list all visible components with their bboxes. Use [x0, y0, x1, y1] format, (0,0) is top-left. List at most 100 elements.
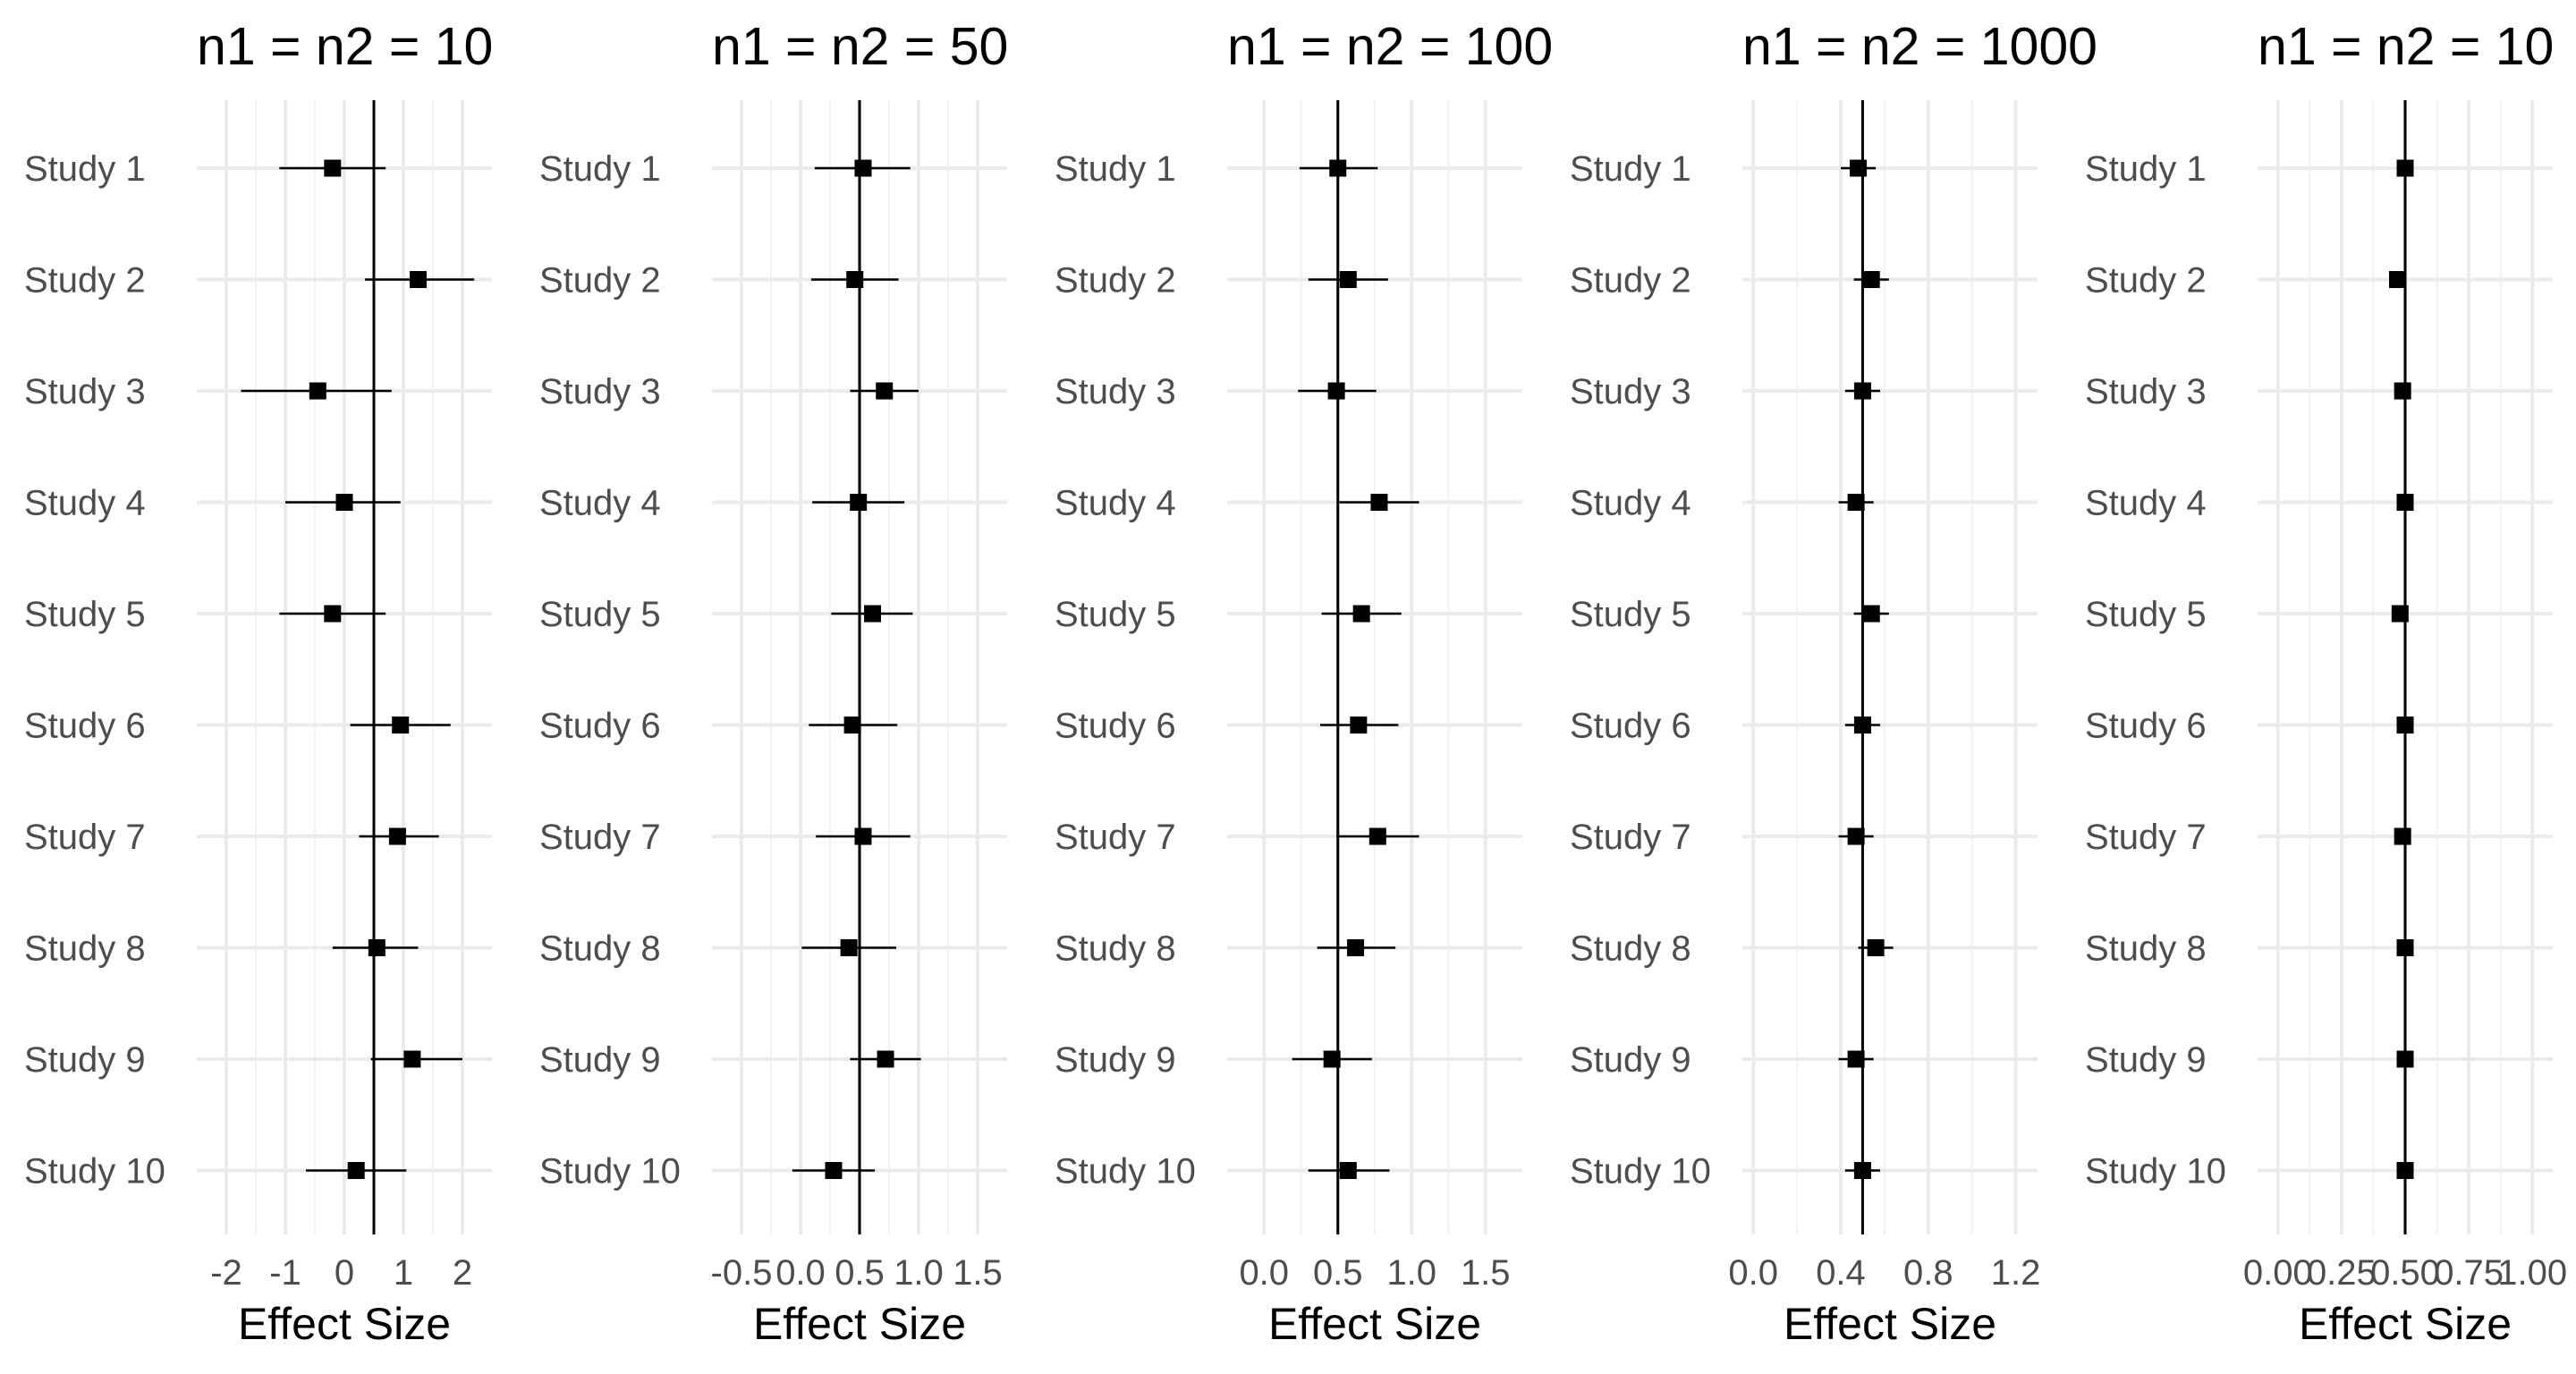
point-estimate — [1327, 382, 1345, 400]
x-tick-label: 0.5 — [1313, 1253, 1363, 1293]
study-label: Study 4 — [539, 484, 661, 523]
point-estimate — [1847, 1050, 1865, 1068]
point-estimate — [335, 494, 353, 511]
study-label: Study 9 — [24, 1040, 146, 1080]
point-estimate — [1853, 717, 1871, 734]
point-estimate — [1862, 605, 1880, 623]
study-label: Study 9 — [539, 1040, 661, 1080]
study-label: Study 5 — [24, 595, 146, 634]
study-label: Study 3 — [2085, 372, 2207, 411]
point-estimate — [1867, 939, 1885, 956]
study-label: Study 3 — [24, 372, 146, 411]
study-label: Study 6 — [1570, 707, 1691, 746]
study-label: Study 6 — [2085, 707, 2207, 746]
x-tick-label: 0 — [335, 1253, 354, 1293]
point-estimate — [850, 494, 868, 511]
study-label: Study 7 — [2085, 818, 2207, 857]
study-label: Study 5 — [539, 595, 661, 634]
forest-panel-3: n1 = n2 = 100 Study 1 Study 2 Study 3 Study … — [1055, 17, 1553, 1349]
point-estimate — [2396, 717, 2414, 734]
point-estimate — [410, 271, 427, 288]
study-label: Study 6 — [1055, 707, 1176, 746]
study-label: Study 8 — [2085, 929, 2207, 969]
point-estimate — [324, 159, 342, 177]
x-tick-label: 0.8 — [1903, 1253, 1953, 1293]
point-estimate — [2396, 1162, 2414, 1179]
forest-panel-1: n1 = n2 = 10 Study 1 Study 2 Study 3 Study 4… — [24, 17, 493, 1349]
point-estimate — [1347, 939, 1365, 956]
study-label: Study 2 — [2085, 261, 2207, 301]
point-estimate — [1339, 271, 1357, 288]
x-tick-label: 1.0 — [894, 1253, 944, 1293]
point-estimate — [368, 939, 386, 956]
point-estimate — [864, 605, 882, 623]
study-label: Study 9 — [2085, 1040, 2207, 1080]
study-label: Study 6 — [539, 707, 661, 746]
x-axis-title: Effect Size — [2299, 1299, 2512, 1349]
point-estimate — [1847, 827, 1865, 845]
point-estimate — [347, 1162, 365, 1179]
panel-title: n1 = n2 = 50 — [712, 17, 1008, 76]
study-label: Study 1 — [1055, 149, 1176, 189]
panel-title: n1 = n2 = 1000 — [1742, 17, 2097, 76]
x-tick-label: 1.5 — [1461, 1253, 1511, 1293]
study-label: Study 3 — [539, 372, 661, 411]
forest-panel-2: n1 = n2 = 50 Study 1 Study 2 Study 3 Study 4… — [539, 17, 1008, 1349]
x-tick-label: 1.00 — [2497, 1253, 2567, 1293]
point-estimate — [324, 605, 342, 623]
study-label: Study 8 — [24, 929, 146, 969]
panel-title: n1 = n2 = 100 — [1227, 17, 1553, 76]
study-label: Study 7 — [24, 818, 146, 857]
study-label: Study 10 — [24, 1152, 165, 1192]
study-label: Study 5 — [2085, 595, 2207, 634]
x-axis-title: Effect Size — [238, 1299, 451, 1349]
point-estimate — [843, 717, 861, 734]
study-label: Study 7 — [1570, 818, 1691, 857]
point-estimate — [1329, 159, 1347, 177]
x-tick-label: -2 — [210, 1253, 242, 1293]
point-estimate — [876, 382, 894, 400]
x-tick-label: -0.5 — [711, 1253, 773, 1293]
study-label: Study 4 — [1055, 484, 1176, 523]
point-estimate — [1352, 605, 1370, 623]
point-estimate — [392, 717, 410, 734]
study-label: Study 7 — [539, 818, 661, 857]
point-estimate — [2388, 271, 2406, 288]
point-estimate — [2394, 382, 2411, 400]
point-estimate — [1370, 494, 1388, 511]
forest-panel-4: n1 = n2 = 1000 Study 1 Study 2 Study 3 Study… — [1570, 17, 2097, 1349]
study-label: Study 7 — [1055, 818, 1176, 857]
point-estimate — [1323, 1050, 1341, 1068]
x-tick-label: 0.50 — [2370, 1253, 2440, 1293]
study-label: Study 2 — [1570, 261, 1691, 301]
point-estimate — [2396, 159, 2414, 177]
x-tick-label: 0.5 — [835, 1253, 885, 1293]
point-estimate — [403, 1050, 421, 1068]
point-estimate — [825, 1162, 843, 1179]
point-estimate — [2391, 605, 2409, 623]
point-estimate — [846, 271, 864, 288]
study-label: Study 4 — [24, 484, 146, 523]
x-axis-title: Effect Size — [1268, 1299, 1481, 1349]
x-tick-label: 1.2 — [1991, 1253, 2041, 1293]
point-estimate — [854, 827, 872, 845]
study-label: Study 3 — [1570, 372, 1691, 411]
point-estimate — [2396, 939, 2414, 956]
study-label: Study 10 — [1570, 1152, 1711, 1192]
point-estimate — [1339, 1162, 1357, 1179]
study-label: Study 4 — [2085, 484, 2207, 523]
point-estimate — [2396, 1050, 2414, 1068]
study-label: Study 9 — [1570, 1040, 1691, 1080]
x-tick-label: 0.00 — [2243, 1253, 2313, 1293]
study-label: Study 10 — [1055, 1152, 1196, 1192]
point-estimate — [1847, 494, 1865, 511]
study-label: Study 1 — [2085, 149, 2207, 189]
study-label: Study 2 — [24, 261, 146, 301]
x-tick-label: 1 — [394, 1253, 413, 1293]
point-estimate — [1853, 382, 1871, 400]
point-estimate — [1850, 159, 1868, 177]
study-label: Study 2 — [1055, 261, 1176, 301]
study-label: Study 1 — [24, 149, 146, 189]
point-estimate — [840, 939, 858, 956]
point-estimate — [1862, 271, 1880, 288]
